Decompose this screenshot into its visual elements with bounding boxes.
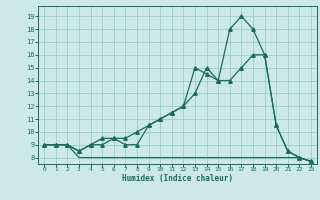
X-axis label: Humidex (Indice chaleur): Humidex (Indice chaleur) xyxy=(122,174,233,183)
